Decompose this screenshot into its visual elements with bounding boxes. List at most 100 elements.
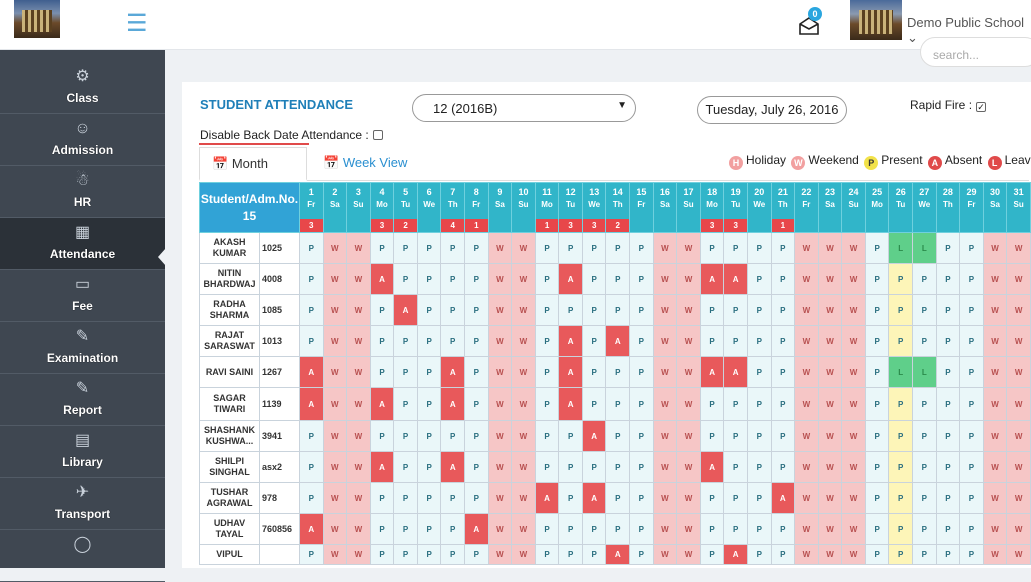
attendance-cell[interactable]: W (487, 482, 513, 514)
attendance-cell[interactable]: P (770, 232, 796, 264)
attendance-cell[interactable]: P (298, 451, 324, 483)
day-header[interactable]: 20 We (746, 182, 772, 233)
attendance-cell[interactable]: A (699, 263, 725, 295)
attendance-cell[interactable]: W (817, 356, 843, 388)
attendance-cell[interactable]: W (794, 325, 819, 357)
attendance-cell[interactable]: P (298, 544, 324, 565)
attendance-cell[interactable]: P (935, 325, 961, 357)
attendance-cell[interactable]: W (511, 420, 536, 452)
attendance-cell[interactable]: A (605, 325, 631, 357)
attendance-cell[interactable]: P (864, 232, 890, 264)
attendance-cell[interactable]: P (369, 325, 395, 357)
day-header[interactable]: 2 Sa (322, 182, 348, 233)
attendance-cell[interactable]: P (629, 356, 654, 388)
attendance-cell[interactable]: P (369, 294, 395, 326)
attendance-cell[interactable]: W (652, 325, 678, 357)
attendance-cell[interactable]: P (959, 513, 984, 545)
day-header[interactable]: 12 Tu 3 (558, 182, 583, 233)
attendance-cell[interactable]: P (534, 294, 560, 326)
attendance-cell[interactable]: W (346, 482, 371, 514)
attendance-cell[interactable]: P (770, 451, 796, 483)
attendance-cell[interactable]: P (699, 387, 725, 421)
attendance-cell[interactable]: P (864, 356, 890, 388)
attendance-cell[interactable]: P (558, 294, 583, 326)
attendance-cell[interactable]: P (935, 544, 961, 565)
attendance-cell[interactable]: P (440, 325, 466, 357)
attendance-cell[interactable]: W (511, 482, 536, 514)
attendance-cell[interactable]: W (487, 294, 513, 326)
day-header[interactable]: 21 Th 1 (770, 182, 796, 233)
attendance-cell[interactable]: W (346, 325, 371, 357)
attendance-cell[interactable]: W (982, 325, 1008, 357)
day-header[interactable]: 24 Su (841, 182, 866, 233)
attendance-cell[interactable]: P (369, 420, 395, 452)
attendance-cell[interactable]: P (464, 544, 489, 565)
day-header[interactable]: 17 Su (676, 182, 701, 233)
attendance-cell[interactable]: P (629, 482, 654, 514)
attendance-cell[interactable]: A (581, 482, 607, 514)
attendance-cell[interactable]: W (982, 232, 1008, 264)
student-name[interactable]: RAJAT SARASWAT (199, 325, 260, 357)
attendance-cell[interactable]: P (464, 294, 489, 326)
attendance-cell[interactable]: P (298, 232, 324, 264)
day-header[interactable]: 14 Th 2 (605, 182, 631, 233)
attendance-cell[interactable]: W (817, 451, 843, 483)
attendance-cell[interactable]: P (770, 294, 796, 326)
attendance-cell[interactable]: W (487, 544, 513, 565)
day-header[interactable]: 16 Sa (652, 182, 678, 233)
attendance-cell[interactable]: W (487, 420, 513, 452)
attendance-cell[interactable]: P (699, 420, 725, 452)
attendance-cell[interactable]: P (912, 420, 937, 452)
attendance-cell[interactable]: W (982, 482, 1008, 514)
sidebar-item-transport[interactable]: ✈ Transport (0, 478, 165, 530)
attendance-cell[interactable]: A (369, 387, 395, 421)
student-name[interactable]: TUSHAR AGRAWAL (199, 482, 260, 514)
attendance-cell[interactable]: P (864, 513, 890, 545)
attendance-cell[interactable]: W (982, 387, 1008, 421)
attendance-cell[interactable]: W (1006, 232, 1031, 264)
attendance-cell[interactable]: P (558, 420, 583, 452)
attendance-cell[interactable]: P (629, 544, 654, 565)
attendance-cell[interactable]: P (959, 232, 984, 264)
attendance-cell[interactable]: P (888, 387, 913, 421)
attendance-cell[interactable]: W (322, 325, 348, 357)
attendance-cell[interactable]: P (723, 232, 748, 264)
attendance-cell[interactable]: P (558, 451, 583, 483)
attendance-cell[interactable]: P (581, 325, 607, 357)
day-header[interactable]: 28 Th (935, 182, 961, 233)
attendance-cell[interactable]: P (746, 451, 772, 483)
attendance-cell[interactable]: P (416, 482, 442, 514)
attendance-cell[interactable]: P (959, 263, 984, 295)
attendance-cell[interactable]: P (605, 420, 631, 452)
attendance-cell[interactable]: P (464, 451, 489, 483)
attendance-cell[interactable]: P (605, 294, 631, 326)
disable-back-date-checkbox[interactable] (372, 130, 383, 140)
attendance-cell[interactable]: W (676, 451, 701, 483)
attendance-cell[interactable]: W (1006, 263, 1031, 295)
day-header[interactable]: 18 Mo 3 (699, 182, 725, 233)
attendance-cell[interactable]: W (487, 387, 513, 421)
attendance-cell[interactable]: W (794, 356, 819, 388)
attendance-cell[interactable]: W (794, 294, 819, 326)
attendance-cell[interactable]: W (817, 232, 843, 264)
attendance-cell[interactable]: W (322, 482, 348, 514)
attendance-cell[interactable]: W (322, 294, 348, 326)
attendance-cell[interactable]: A (534, 482, 560, 514)
attendance-cell[interactable]: A (369, 451, 395, 483)
attendance-cell[interactable]: P (581, 263, 607, 295)
attendance-cell[interactable]: P (464, 420, 489, 452)
attendance-cell[interactable]: P (746, 356, 772, 388)
sidebar-item-attendance[interactable]: ▦ Attendance (0, 218, 165, 270)
attendance-cell[interactable]: P (416, 451, 442, 483)
attendance-cell[interactable]: P (864, 387, 890, 421)
attendance-cell[interactable]: W (794, 387, 819, 421)
attendance-cell[interactable]: W (982, 544, 1008, 565)
attendance-cell[interactable]: P (746, 263, 772, 295)
attendance-cell[interactable]: W (676, 356, 701, 388)
attendance-cell[interactable]: W (676, 325, 701, 357)
attendance-cell[interactable]: P (912, 294, 937, 326)
attendance-cell[interactable]: W (511, 513, 536, 545)
attendance-cell[interactable]: W (676, 387, 701, 421)
attendance-cell[interactable]: P (534, 232, 560, 264)
attendance-cell[interactable]: A (723, 544, 748, 565)
